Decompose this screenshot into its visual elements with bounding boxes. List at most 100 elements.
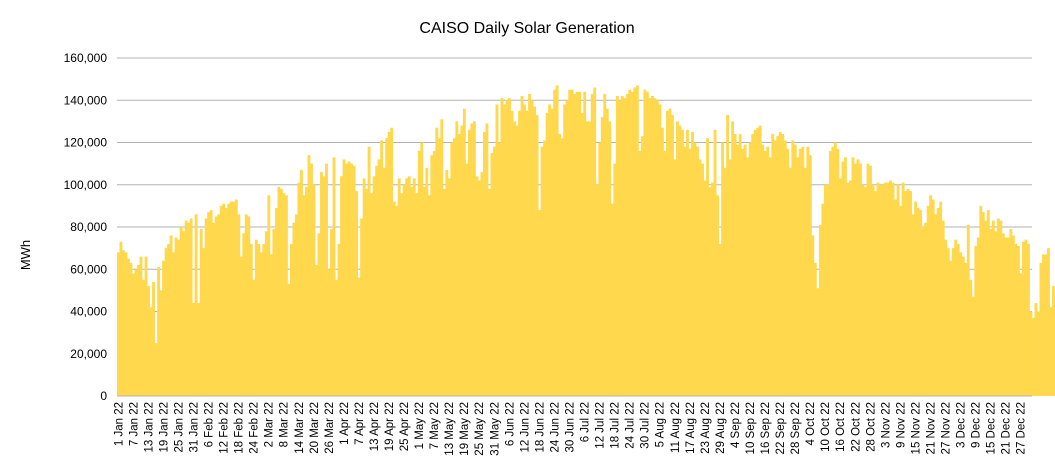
bar: [488, 188, 491, 396]
bar: [843, 157, 847, 396]
bar: [480, 172, 484, 396]
bar: [467, 129, 471, 396]
x-tick-label: 15 Dec 22: [986, 402, 998, 454]
x-tick-label: 1 Jan 22: [113, 402, 125, 446]
bar: [904, 191, 908, 396]
bar: [452, 138, 456, 396]
bar: [357, 277, 361, 396]
bar: [380, 140, 384, 396]
x-tick-label: 20 Mar 22: [309, 402, 321, 454]
bar: [836, 148, 840, 396]
bar: [573, 93, 577, 396]
bar: [442, 188, 446, 396]
bar: [289, 243, 293, 396]
bar: [838, 178, 842, 396]
bar: [194, 214, 198, 396]
bar: [498, 142, 501, 396]
bar: [377, 159, 381, 396]
x-tick-label: 11 Aug 22: [670, 402, 682, 453]
bar: [673, 159, 677, 396]
x-tick-label: 19 Apr 22: [384, 402, 396, 451]
bar: [362, 178, 366, 396]
x-tick-label: 12 Jun 22: [519, 402, 531, 453]
bar: [899, 205, 902, 397]
bar: [874, 191, 877, 396]
bar: [302, 195, 306, 396]
bar: [766, 146, 770, 396]
bar: [856, 159, 860, 396]
bar: [851, 157, 855, 396]
bar: [284, 195, 288, 396]
bar: [292, 222, 296, 396]
bar: [237, 214, 241, 396]
bar: [558, 134, 562, 397]
bar: [833, 142, 837, 396]
bar: [934, 214, 938, 396]
bar: [545, 112, 549, 397]
bar: [826, 184, 830, 396]
bar: [633, 87, 637, 396]
bar: [144, 256, 148, 396]
x-tick-label: 6 Feb 22: [204, 402, 216, 447]
bar: [1052, 286, 1055, 396]
bar: [370, 193, 374, 396]
bar: [244, 214, 248, 396]
bar: [598, 142, 602, 396]
bar: [813, 262, 817, 396]
bar: [132, 273, 135, 396]
bar: [818, 224, 822, 396]
bar: [455, 121, 459, 397]
bar: [149, 307, 153, 396]
x-tick-label: 19 Jan 22: [158, 402, 170, 453]
bar: [678, 125, 682, 396]
bar: [605, 108, 609, 396]
bar: [528, 93, 531, 396]
bar: [222, 203, 226, 396]
bar: [437, 138, 441, 396]
bar: [974, 246, 978, 396]
x-tick-label: 12 Feb 22: [219, 402, 231, 454]
x-tick-label: 4 Oct 22: [805, 402, 817, 445]
bar: [961, 256, 965, 396]
bar: [342, 159, 346, 396]
bar: [262, 243, 266, 396]
bar: [563, 104, 567, 396]
bar: [375, 165, 379, 396]
bar: [984, 220, 988, 396]
x-tick-label: 31 May 22: [489, 402, 501, 456]
bar: [603, 93, 607, 396]
bar: [508, 98, 511, 396]
bar: [941, 220, 945, 396]
bar: [345, 163, 348, 397]
x-tick-label: 26 Mar 22: [324, 402, 336, 454]
x-tick-label: 24 Feb 22: [249, 402, 261, 454]
bar: [939, 201, 943, 396]
bar: [625, 93, 629, 396]
bar: [219, 205, 223, 397]
bar: [400, 193, 404, 396]
bar: [726, 115, 730, 396]
bar: [849, 180, 852, 396]
y-tick-label: 160,000: [64, 51, 108, 65]
bar: [676, 121, 679, 397]
bar: [282, 193, 286, 396]
bar: [929, 195, 933, 396]
bar: [869, 165, 872, 396]
x-tick-label: 23 Aug 22: [700, 402, 712, 454]
bar: [811, 235, 815, 396]
bar: [763, 150, 767, 396]
bar: [876, 182, 880, 396]
bar: [490, 153, 494, 396]
x-tick-label: 27 Nov 22: [941, 402, 953, 454]
bar: [959, 252, 963, 396]
bar: [252, 279, 256, 396]
bar: [828, 150, 832, 396]
x-tick-label: 27 Dec 22: [1016, 402, 1028, 454]
y-tick-label: 100,000: [64, 178, 108, 192]
bar: [172, 252, 176, 396]
bar: [472, 121, 476, 397]
bar: [485, 123, 489, 397]
bar: [129, 262, 133, 396]
bar: [425, 167, 429, 396]
